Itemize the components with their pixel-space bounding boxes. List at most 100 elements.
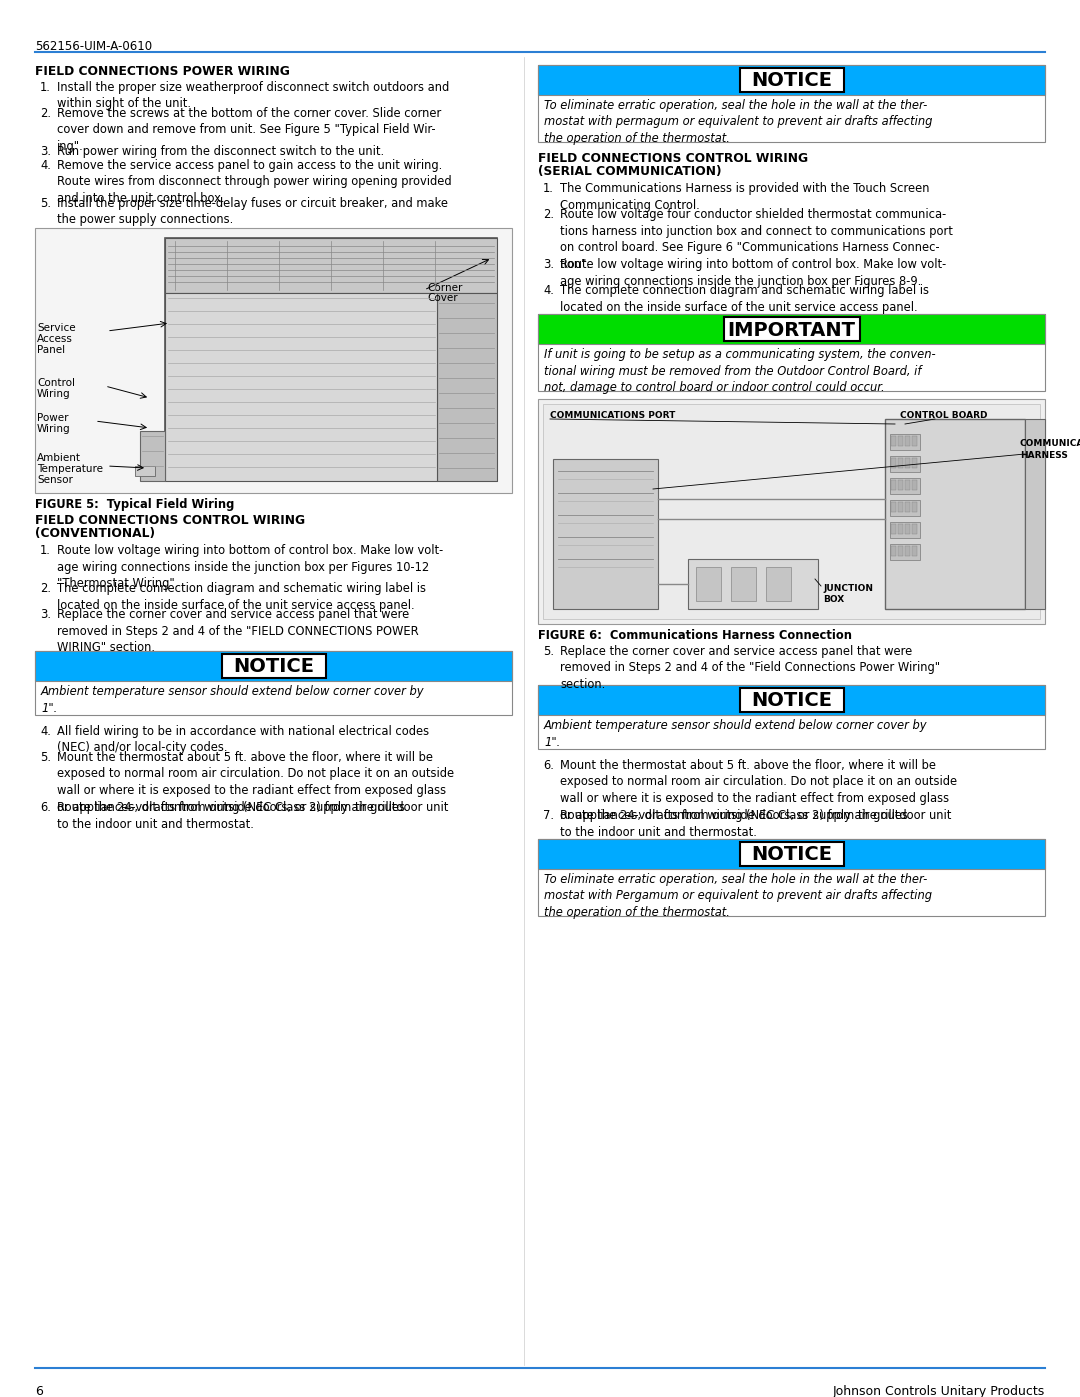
- Bar: [35, 651, 512, 680]
- Text: If unit is going to be setup as a communicating system, the conven-
tional wirin: If unit is going to be setup as a commun…: [544, 348, 935, 394]
- Bar: [221, 654, 325, 678]
- Bar: [897, 458, 903, 468]
- Bar: [912, 546, 917, 556]
- Text: 6.: 6.: [543, 759, 554, 773]
- Text: Replace the corner cover and service access panel that were
removed in Steps 2 a: Replace the corner cover and service acc…: [561, 645, 940, 692]
- Text: Remove the screws at the bottom of the corner cover. Slide corner
cover down and: Remove the screws at the bottom of the c…: [57, 108, 442, 154]
- Text: 3.: 3.: [40, 608, 51, 622]
- Text: 2.: 2.: [40, 108, 51, 120]
- Bar: [890, 543, 920, 560]
- Bar: [891, 436, 896, 446]
- Text: Mount the thermostat about 5 ft. above the floor, where it will be
exposed to no: Mount the thermostat about 5 ft. above t…: [561, 759, 957, 821]
- Bar: [35, 228, 512, 493]
- Text: 2.: 2.: [543, 208, 554, 221]
- Bar: [891, 546, 896, 556]
- Bar: [912, 436, 917, 446]
- Bar: [890, 478, 920, 495]
- Bar: [135, 467, 156, 476]
- Bar: [538, 400, 1045, 624]
- Bar: [905, 436, 910, 446]
- Bar: [912, 458, 917, 468]
- Text: CONTROL BOARD: CONTROL BOARD: [900, 411, 987, 420]
- Text: Wiring: Wiring: [37, 425, 70, 434]
- Text: Route low voltage four conductor shielded thermostat communica-
tions harness in: Route low voltage four conductor shielde…: [561, 208, 953, 271]
- Text: 3.: 3.: [40, 145, 51, 158]
- Text: Route low voltage wiring into bottom of control box. Make low volt-
age wiring c: Route low voltage wiring into bottom of …: [57, 543, 443, 590]
- Text: 7.: 7.: [543, 809, 554, 821]
- Bar: [740, 68, 843, 92]
- Text: COMMUNICATIONS PORT: COMMUNICATIONS PORT: [550, 411, 675, 420]
- Text: 1.: 1.: [40, 81, 51, 94]
- Text: All field wiring to be in accordance with national electrical codes
(NEC) and/or: All field wiring to be in accordance wit…: [57, 725, 429, 754]
- Bar: [165, 237, 497, 293]
- Bar: [890, 500, 920, 515]
- Text: 562156-UIM-A-0610: 562156-UIM-A-0610: [35, 41, 152, 53]
- Text: To eliminate erratic operation, seal the hole in the wall at the ther-
mostat wi: To eliminate erratic operation, seal the…: [544, 99, 932, 145]
- Bar: [165, 237, 497, 481]
- Text: Route the 24-volt control wiring (NEC Class 2) from the outdoor unit
to the indo: Route the 24-volt control wiring (NEC Cl…: [561, 809, 951, 838]
- Text: Corner: Corner: [427, 284, 462, 293]
- Text: Install the proper size weatherproof disconnect switch outdoors and
within sight: Install the proper size weatherproof dis…: [57, 81, 449, 110]
- Text: Route low voltage wiring into bottom of control box. Make low volt-
age wiring c: Route low voltage wiring into bottom of …: [561, 258, 946, 288]
- Bar: [740, 842, 843, 866]
- Text: Replace the corner cover and service access panel that were
removed in Steps 2 a: Replace the corner cover and service acc…: [57, 608, 419, 654]
- Text: Install the proper size time-delay fuses or circuit breaker, and make
the power : Install the proper size time-delay fuses…: [57, 197, 448, 226]
- Bar: [897, 436, 903, 446]
- Text: The complete connection diagram and schematic wiring label is
located on the ins: The complete connection diagram and sche…: [561, 284, 929, 313]
- Bar: [897, 502, 903, 511]
- Bar: [891, 481, 896, 490]
- Text: COMMUNICATIONS: COMMUNICATIONS: [1020, 439, 1080, 448]
- Text: HARNESS: HARNESS: [1020, 451, 1068, 460]
- Text: 4.: 4.: [40, 159, 51, 172]
- Text: Sensor: Sensor: [37, 475, 72, 485]
- Bar: [538, 685, 1045, 715]
- Bar: [538, 66, 1045, 142]
- Text: Service: Service: [37, 323, 76, 332]
- Text: FIGURE 6:  Communications Harness Connection: FIGURE 6: Communications Harness Connect…: [538, 629, 852, 643]
- Text: FIELD CONNECTIONS POWER WIRING: FIELD CONNECTIONS POWER WIRING: [35, 66, 289, 78]
- Bar: [890, 522, 920, 538]
- Text: FIGURE 5:  Typical Field Wiring: FIGURE 5: Typical Field Wiring: [35, 497, 234, 511]
- Text: 5.: 5.: [543, 645, 554, 658]
- Bar: [538, 314, 1045, 391]
- Text: 6: 6: [35, 1384, 43, 1397]
- Text: FIELD CONNECTIONS CONTROL WIRING: FIELD CONNECTIONS CONTROL WIRING: [35, 514, 306, 527]
- Text: Ambient temperature sensor should extend below corner cover by
1".: Ambient temperature sensor should extend…: [544, 719, 928, 749]
- Bar: [140, 432, 165, 481]
- Bar: [538, 66, 1045, 95]
- Text: 3.: 3.: [543, 258, 554, 271]
- Bar: [688, 559, 818, 609]
- Bar: [538, 840, 1045, 916]
- Text: Ambient: Ambient: [37, 453, 81, 462]
- Text: Wiring: Wiring: [37, 388, 70, 400]
- Text: NOTICE: NOTICE: [751, 71, 832, 91]
- Bar: [891, 502, 896, 511]
- Text: 2.: 2.: [40, 583, 51, 595]
- Text: 4.: 4.: [40, 725, 51, 738]
- Bar: [912, 502, 917, 511]
- Text: NOTICE: NOTICE: [751, 845, 832, 865]
- Bar: [897, 481, 903, 490]
- Text: 1.: 1.: [543, 182, 554, 196]
- Text: Johnson Controls Unitary Products: Johnson Controls Unitary Products: [833, 1384, 1045, 1397]
- Bar: [437, 293, 497, 481]
- Text: The Communications Harness is provided with the Touch Screen
Communicating Contr: The Communications Harness is provided w…: [561, 182, 930, 211]
- Bar: [1025, 419, 1045, 609]
- Text: 4.: 4.: [543, 284, 554, 298]
- Bar: [905, 546, 910, 556]
- Bar: [912, 481, 917, 490]
- Bar: [885, 419, 1025, 609]
- Bar: [766, 567, 791, 601]
- Bar: [724, 317, 860, 341]
- Bar: [740, 687, 843, 712]
- Bar: [890, 455, 920, 472]
- Bar: [897, 546, 903, 556]
- Bar: [891, 524, 896, 534]
- Bar: [165, 293, 437, 481]
- Bar: [538, 314, 1045, 344]
- Text: To eliminate erratic operation, seal the hole in the wall at the ther-
mostat wi: To eliminate erratic operation, seal the…: [544, 873, 932, 919]
- Bar: [890, 434, 920, 450]
- Text: NOTICE: NOTICE: [233, 658, 314, 676]
- Bar: [905, 502, 910, 511]
- Text: JUNCTION: JUNCTION: [823, 584, 873, 592]
